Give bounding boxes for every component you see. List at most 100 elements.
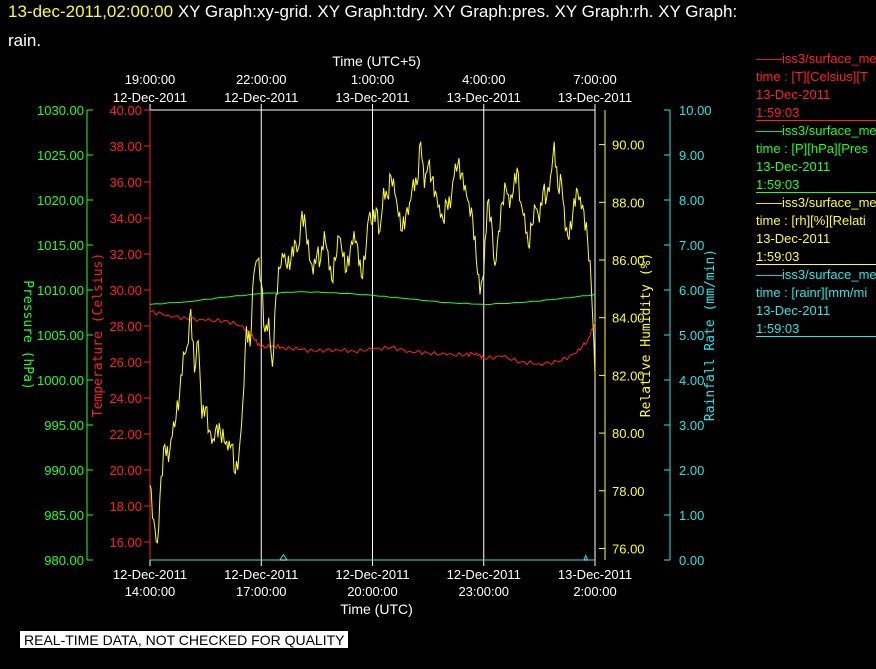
temperature-tick-label: 20.00 — [109, 463, 142, 478]
legend-date: 13-Dec-2011 — [756, 231, 831, 246]
x-tick-label-time: 14:00:00 — [125, 584, 176, 599]
rain-tick-label: 3.00 — [679, 418, 704, 433]
title-line-2: rain. — [8, 31, 42, 50]
temperature-tick-label: 16.00 — [109, 535, 142, 550]
legend-name: ——iss3/surface_me — [756, 195, 876, 210]
temperature-series-line — [149, 310, 596, 367]
x-top-tick-label-time: 22:00:00 — [236, 72, 287, 87]
legend-date: 13-Dec-2011 — [756, 303, 831, 318]
humidity-tick-label: 82.00 — [612, 368, 645, 383]
rain-series-line — [150, 553, 595, 561]
pressure-tick-label: 995.00 — [44, 418, 84, 433]
temperature-tick-label: 32.00 — [109, 247, 142, 262]
legend-separator — [756, 120, 876, 121]
x-tick-label-time: 23:00:00 — [458, 584, 509, 599]
x-tick-label-date: 12-Dec-2011 — [335, 567, 409, 582]
rain-tick-label: 7.00 — [679, 238, 704, 253]
humidity-tick-label: 78.00 — [612, 484, 645, 499]
graph-titles: XY Graph:xy-grid. XY Graph:tdry. XY Grap… — [173, 2, 738, 21]
rain-axis-title: Rainfall Rate (mm/min) — [703, 249, 718, 421]
temperature-tick-label: 26.00 — [109, 355, 142, 370]
timestamp: 13-dec-2011,02:00:00 — [8, 2, 174, 21]
rain-tick-label: 10.00 — [679, 103, 712, 118]
pressure-tick-label: 1010.00 — [37, 283, 84, 298]
rain-tick-label: 4.00 — [679, 373, 704, 388]
legend-separator — [756, 192, 876, 193]
rain-tick-label: 5.00 — [679, 328, 704, 343]
legend-name: ——iss3/surface_me — [756, 51, 876, 66]
pressure-series-line — [149, 291, 596, 306]
x-tick-label-time: 2:00:00 — [573, 584, 616, 599]
pressure-tick-label: 990.00 — [44, 463, 84, 478]
x-tick-label-date: 12-Dec-2011 — [113, 567, 187, 582]
humidity-tick-label: 88.00 — [612, 195, 645, 210]
legend-time: 1:59:03 — [756, 105, 800, 120]
temperature-tick-label: 24.00 — [109, 391, 142, 406]
legend-name: ——iss3/surface_me — [756, 267, 876, 282]
x-top-tick-label-date: 12-Dec-2011 — [113, 90, 187, 105]
legend-units: time : [rainr][mm/mi — [756, 285, 868, 300]
x-top-axis-label: Time (UTC+5) — [332, 53, 421, 69]
legend-date: 13-Dec-2011 — [756, 159, 831, 174]
chart-area: 12-Dec-2011 14:00:00 12-Dec-2011 17:00:00 12… — [20, 53, 718, 617]
temperature-axis-title: Temperature (Celsius) — [91, 253, 106, 417]
x-top-tick-label-date: 12-Dec-2011 — [224, 90, 298, 105]
rain-tick-label: 6.00 — [679, 283, 704, 298]
humidity-axis-title: Relative Humidity (%) — [639, 253, 654, 417]
legend-separator — [756, 264, 876, 265]
x-top-tick-label-time: 19:00:00 — [125, 72, 176, 87]
humidity-tick-label: 76.00 — [612, 541, 645, 556]
legend-name: ——iss3/surface_me — [756, 123, 876, 138]
legend-units: time : [T][Celsius][T — [756, 69, 868, 84]
x-top-tick-label-date: 13-Dec-2011 — [335, 90, 409, 105]
humidity-tick-label: 90.00 — [612, 138, 645, 153]
pressure-tick-label: 1030.00 — [37, 103, 84, 118]
rain-tick-label: 8.00 — [679, 193, 704, 208]
x-top-tick-label-date: 13-Dec-2011 — [558, 90, 632, 105]
temperature-tick-label: 18.00 — [109, 499, 142, 514]
x-tick-label-date: 12-Dec-2011 — [447, 567, 521, 582]
temperature-tick-label: 38.00 — [109, 139, 142, 154]
x-tick-label-time: 20:00:00 — [347, 584, 398, 599]
rain-tick-label: 9.00 — [679, 148, 704, 163]
legend-separator — [756, 336, 876, 337]
temperature-tick-label: 40.00 — [109, 103, 142, 118]
pressure-tick-label: 1025.00 — [37, 148, 84, 163]
legend-date: 13-Dec-2011 — [756, 87, 831, 102]
humidity-tick-label: 80.00 — [612, 426, 645, 441]
quality-notice: REAL-TIME DATA, NOT CHECKED FOR QUALITY — [20, 631, 349, 648]
humidity-series-line — [149, 141, 596, 544]
temperature-tick-label: 28.00 — [109, 319, 142, 334]
x-top-tick-label-time: 4:00:00 — [462, 72, 505, 87]
temperature-tick-label: 36.00 — [109, 175, 142, 190]
pressure-tick-label: 1015.00 — [37, 238, 84, 253]
humidity-tick-label: 86.00 — [612, 253, 645, 268]
pressure-axis-title: Pressure (hPa) — [20, 280, 35, 390]
temperature-tick-label: 22.00 — [109, 427, 142, 442]
x-tick-label-date: 13-Dec-2011 — [558, 567, 632, 582]
temperature-tick-label: 30.00 — [109, 283, 142, 298]
legend-units: time : [P][hPa][Pres — [756, 141, 868, 156]
pressure-tick-label: 1005.00 — [37, 328, 84, 343]
pressure-tick-label: 985.00 — [44, 508, 84, 523]
pressure-tick-label: 980.00 — [44, 553, 84, 568]
x-tick-label-date: 12-Dec-2011 — [224, 567, 298, 582]
rain-tick-label: 2.00 — [679, 463, 704, 478]
legend-time: 1:59:03 — [756, 249, 800, 264]
legend-time: 1:59:03 — [756, 321, 800, 336]
pressure-tick-label: 1020.00 — [37, 193, 84, 208]
legend-time: 1:59:03 — [756, 177, 800, 192]
legend-units: time : [rh][%][Relati — [756, 213, 866, 228]
temperature-tick-label: 34.00 — [109, 211, 142, 226]
pressure-tick-label: 1000.00 — [37, 373, 84, 388]
rain-tick-label: 1.00 — [679, 508, 704, 523]
x-top-tick-label-time: 7:00:00 — [573, 72, 616, 87]
x-axis-label: Time (UTC) — [340, 601, 413, 617]
x-tick-label-time: 17:00:00 — [236, 584, 287, 599]
humidity-tick-label: 84.00 — [612, 311, 645, 326]
